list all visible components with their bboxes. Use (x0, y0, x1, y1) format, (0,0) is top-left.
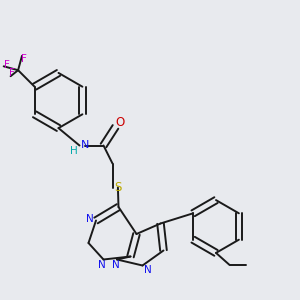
Text: N: N (81, 140, 89, 151)
Text: F: F (9, 68, 14, 78)
Text: H: H (70, 146, 78, 156)
Text: N: N (144, 265, 152, 275)
Text: N: N (98, 260, 106, 270)
Text: F: F (4, 60, 10, 70)
Text: O: O (115, 116, 124, 129)
Text: F: F (21, 54, 26, 64)
Text: N: N (86, 214, 94, 224)
Text: N: N (112, 260, 119, 270)
Text: S: S (114, 181, 121, 194)
